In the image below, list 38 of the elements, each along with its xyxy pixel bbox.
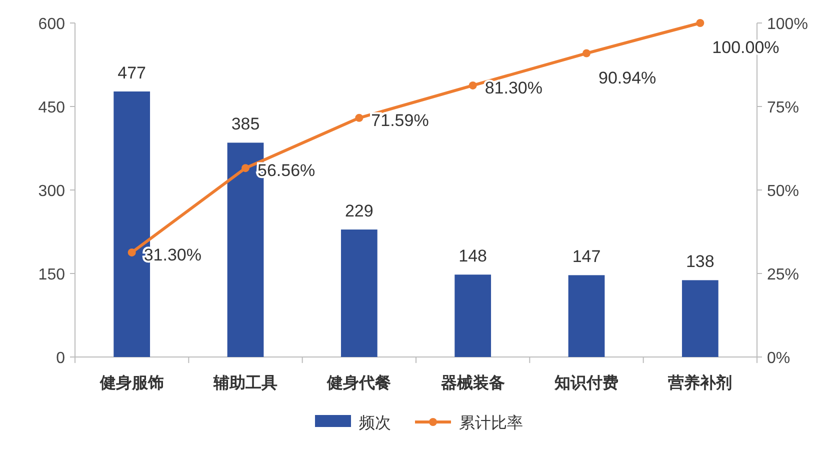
y2-tick-label: 25% [767, 266, 800, 284]
y-tick-label: 0 [56, 350, 66, 367]
x-tick-label: 器械装备 [440, 374, 505, 392]
bar [682, 280, 718, 357]
bar [454, 274, 492, 357]
data-label: 90.94% [598, 68, 656, 88]
point [696, 19, 704, 27]
data-label: 229 [344, 202, 374, 221]
y-tick-label: 150 [38, 266, 66, 284]
point [242, 164, 250, 172]
y-tick-label: 450 [38, 100, 66, 116]
bar [568, 275, 605, 357]
x-tick-label: 营养补剂 [667, 373, 732, 392]
point [128, 248, 136, 256]
legend-label: 频次 [359, 415, 391, 432]
x-tick-label: 健身代餐 [326, 374, 392, 392]
data-label: 100.00% [712, 38, 780, 57]
y2-tick-label: 100% [767, 16, 808, 33]
data-label: 71.59% [371, 110, 429, 130]
data-label: 477 [118, 63, 146, 82]
y-tick-label: 300 [38, 183, 66, 200]
y-tick-label: 600 [38, 16, 66, 33]
x-tick-label: 健身服饰 [98, 374, 164, 392]
data-label: 148 [458, 246, 488, 266]
y2-tick-label: 0% [767, 350, 790, 367]
bar [340, 230, 378, 357]
data-label: 385 [231, 114, 260, 134]
data-label: 138 [686, 252, 714, 272]
data-label: 147 [572, 247, 601, 266]
x-tick-label: 辅助工具 [212, 374, 278, 392]
x-tick-label: 知识付费 [554, 374, 618, 392]
legend-label: 累计比率 [459, 414, 523, 432]
data-label: 81.30% [484, 78, 543, 98]
point [468, 81, 477, 90]
y2-tick-label: 75% [767, 100, 800, 116]
point [582, 49, 590, 58]
y2-tick-label: 50% [767, 183, 800, 200]
point [355, 114, 364, 122]
